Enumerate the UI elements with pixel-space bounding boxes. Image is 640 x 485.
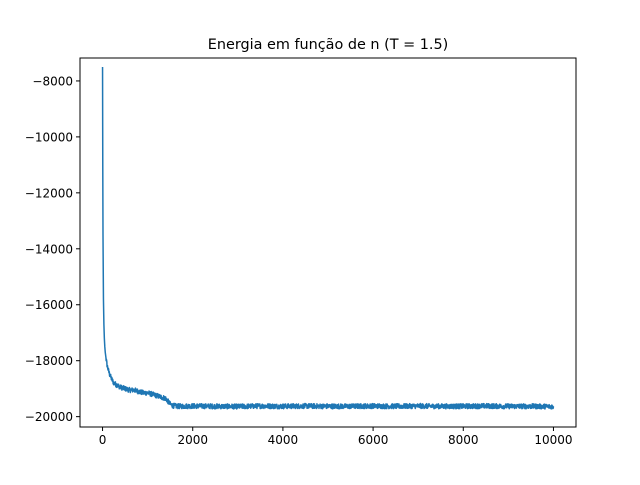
x-tick-label: 8000 xyxy=(448,433,479,447)
y-tick-label: −12000 xyxy=(25,186,73,200)
y-tick-label: −10000 xyxy=(25,130,73,144)
x-tick-label: 10000 xyxy=(534,433,572,447)
y-axis: −8000 −10000 −12000 −14000 −16000 −18000 −2000… xyxy=(25,74,80,424)
chart-title: Energia em função de n (T = 1.5) xyxy=(208,37,449,53)
y-tick-label: −20000 xyxy=(25,410,73,424)
plot-frame xyxy=(79,57,577,428)
x-axis: 0 2000 4000 6000 8000 10000 xyxy=(99,427,573,447)
y-tick-label: −8000 xyxy=(32,74,73,88)
y-tick-label: −16000 xyxy=(25,298,73,312)
y-tick-label: −14000 xyxy=(25,242,73,256)
x-tick-label: 6000 xyxy=(358,433,389,447)
x-tick-label: 4000 xyxy=(268,433,299,447)
x-tick-label: 0 xyxy=(99,433,107,447)
series-line-0 xyxy=(101,66,555,410)
y-tick-label: −18000 xyxy=(25,354,73,368)
x-tick-label: 2000 xyxy=(177,433,208,447)
plot-area xyxy=(101,66,555,410)
